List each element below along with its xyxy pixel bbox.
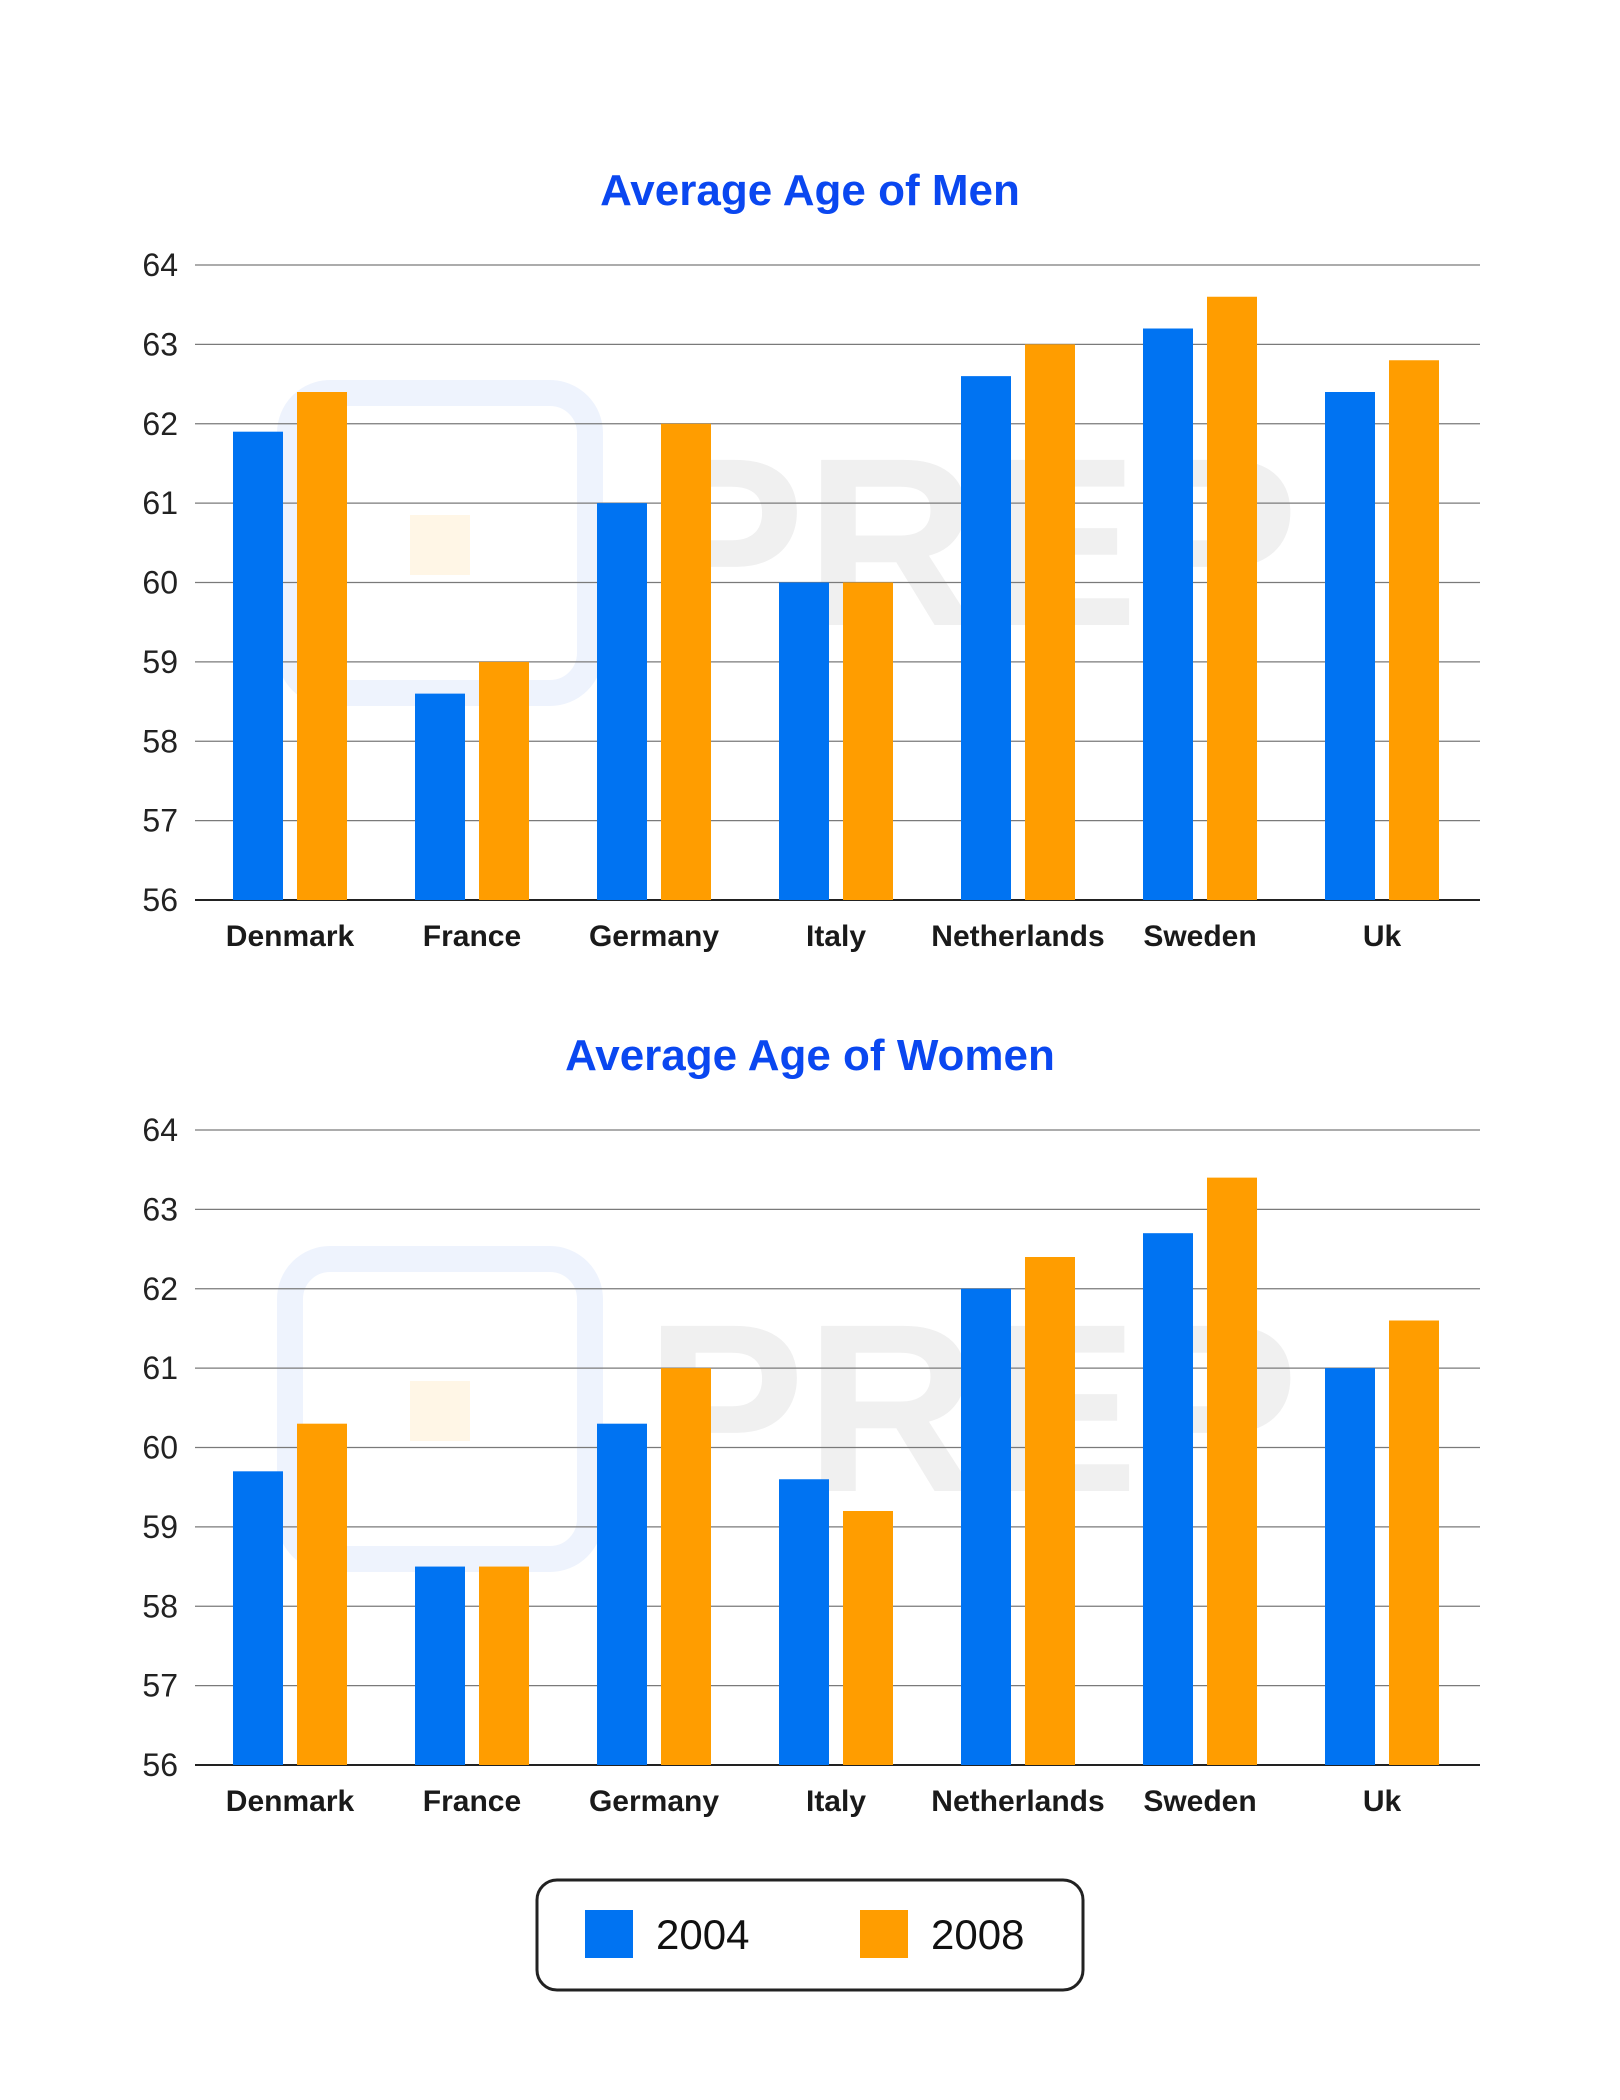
men-y-tick-label: 64	[142, 247, 178, 283]
women-bar-netherlands-2008	[1025, 1257, 1075, 1765]
women-chart-title: Average Age of Women	[565, 1031, 1055, 1080]
men-y-tick-label: 57	[142, 803, 178, 839]
women-category-label: Denmark	[226, 1785, 355, 1818]
women-y-tick-label: 56	[142, 1747, 178, 1783]
men-bar-germany-2004	[597, 503, 647, 900]
women-y-tick-label: 63	[142, 1191, 178, 1227]
watermark-square-icon	[410, 1381, 470, 1441]
men-y-tick-label: 58	[142, 723, 178, 759]
men-bar-sweden-2008	[1207, 296, 1257, 900]
women-category-label: Italy	[806, 1785, 866, 1818]
men-category-label: Uk	[1363, 920, 1402, 953]
women-bar-netherlands-2004	[961, 1288, 1011, 1765]
men-category-label: France	[423, 920, 521, 953]
men-y-tick-label: 60	[142, 565, 178, 601]
men-y-tick-label: 56	[142, 882, 178, 918]
men-y-tick-label: 59	[142, 644, 178, 680]
men-bar-sweden-2004	[1143, 328, 1193, 900]
women-category-label: Sweden	[1143, 1785, 1256, 1818]
men-bar-denmark-2004	[233, 431, 283, 900]
women-y-tick-label: 61	[142, 1350, 178, 1386]
women-y-tick-label: 64	[142, 1112, 178, 1148]
women-y-tick-label: 57	[142, 1668, 178, 1704]
men-category-label: Germany	[589, 920, 719, 953]
legend-swatch-2004	[585, 1910, 633, 1958]
women-bar-uk-2004	[1325, 1368, 1375, 1765]
men-bar-germany-2008	[661, 423, 711, 900]
men-bar-france-2008	[479, 661, 529, 900]
women-category-label: Germany	[589, 1785, 719, 1818]
men-bar-uk-2008	[1389, 360, 1439, 900]
legend-swatch-2008	[860, 1910, 908, 1958]
women-y-tick-label: 59	[142, 1509, 178, 1545]
men-bar-denmark-2008	[297, 392, 347, 900]
men-y-tick-label: 62	[142, 406, 178, 442]
women-bar-denmark-2008	[297, 1423, 347, 1765]
women-category-label: Uk	[1363, 1785, 1402, 1818]
watermark-logo-icon	[277, 1246, 603, 1572]
watermark-square-icon	[410, 515, 470, 575]
women-bar-sweden-2008	[1207, 1177, 1257, 1765]
men-chart: PREPAverage Age of Men565758596061626364…	[142, 166, 1480, 953]
women-chart: PREPAverage Age of Women5657585960616263…	[142, 1031, 1480, 1818]
men-bar-france-2004	[415, 693, 465, 900]
men-category-label: Italy	[806, 920, 866, 953]
legend-label-2008: 2008	[931, 1911, 1024, 1958]
women-category-label: Netherlands	[931, 1785, 1104, 1818]
women-bar-germany-2008	[661, 1368, 711, 1765]
men-category-label: Denmark	[226, 920, 355, 953]
men-bar-italy-2004	[779, 582, 829, 900]
legend: 2004 2008	[535, 1878, 1085, 1992]
men-bar-netherlands-2008	[1025, 344, 1075, 900]
women-bar-italy-2008	[843, 1511, 893, 1765]
men-category-label: Netherlands	[931, 920, 1104, 953]
women-category-label: France	[423, 1785, 521, 1818]
women-bar-italy-2004	[779, 1479, 829, 1765]
men-bar-uk-2004	[1325, 392, 1375, 900]
men-y-tick-label: 61	[142, 485, 178, 521]
women-y-tick-label: 60	[142, 1430, 178, 1466]
women-bar-denmark-2004	[233, 1471, 283, 1765]
women-bar-france-2004	[415, 1566, 465, 1765]
men-bar-italy-2008	[843, 582, 893, 900]
legend-label-2004: 2004	[656, 1911, 749, 1958]
women-y-tick-label: 58	[142, 1588, 178, 1624]
women-bar-france-2008	[479, 1566, 529, 1765]
women-bar-germany-2004	[597, 1423, 647, 1765]
women-bar-uk-2008	[1389, 1320, 1439, 1765]
men-bar-netherlands-2004	[961, 376, 1011, 900]
men-y-tick-label: 63	[142, 326, 178, 362]
men-chart-title: Average Age of Men	[600, 166, 1020, 215]
men-category-label: Sweden	[1143, 920, 1256, 953]
watermark-logo-icon	[277, 380, 603, 706]
women-bar-sweden-2004	[1143, 1233, 1193, 1765]
legend-box	[535, 1878, 1085, 1992]
women-y-tick-label: 62	[142, 1271, 178, 1307]
